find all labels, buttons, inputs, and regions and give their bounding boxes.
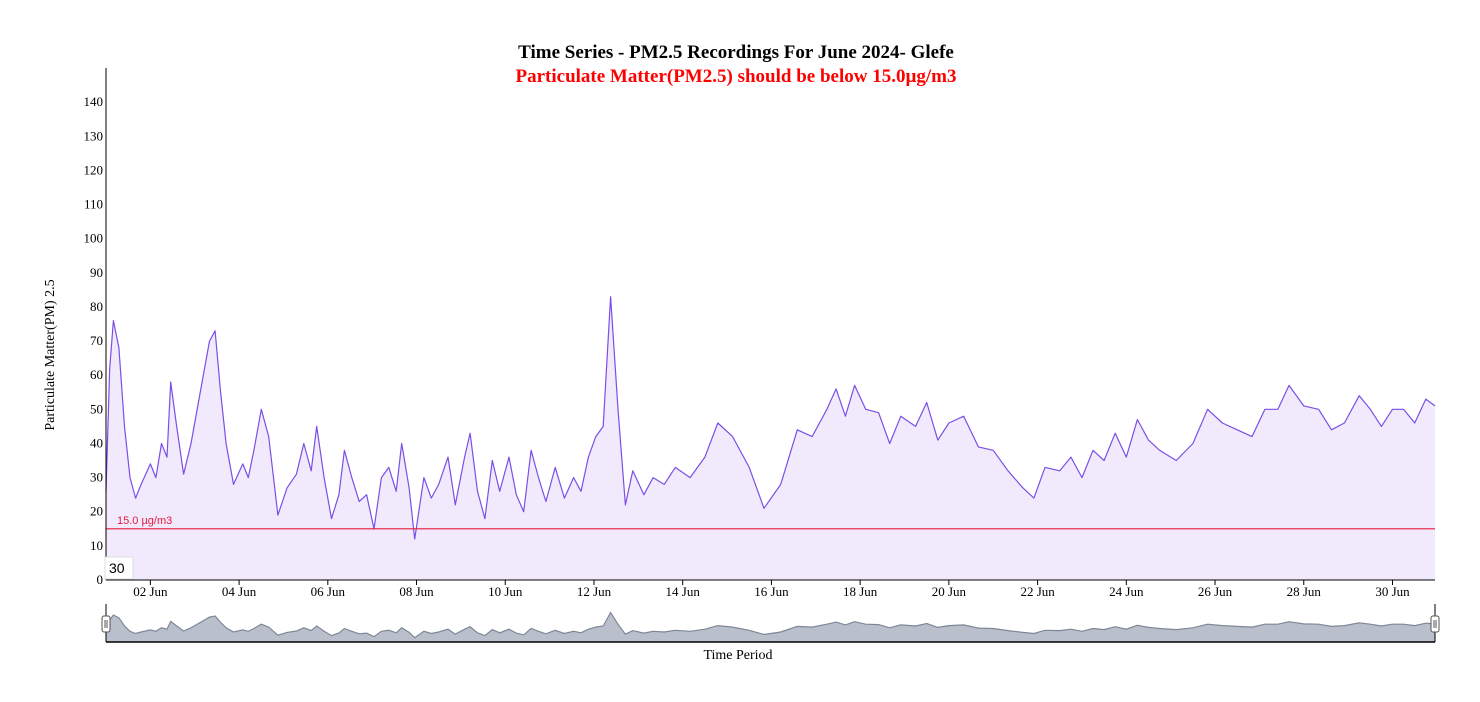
y-tick-label: 130 <box>84 128 104 143</box>
y-tick-label: 100 <box>84 231 104 246</box>
x-ticks: 02 Jun 04 Jun 06 Jun 08 Jun 10 Jun 12 Jun 14 J… <box>133 580 1410 599</box>
hover-value-box: 30 <box>104 556 134 580</box>
x-tick-label: 16 Jun <box>754 584 789 599</box>
navigator-series <box>105 611 1436 642</box>
navigator-right-handle[interactable] <box>1430 615 1440 633</box>
x-tick-label: 22 Jun <box>1020 584 1055 599</box>
x-axis-label: Time Period <box>703 648 772 663</box>
x-tick-label: 18 Jun <box>843 584 878 599</box>
y-tick-label: 20 <box>90 504 103 519</box>
x-tick-label: 12 Jun <box>577 584 612 599</box>
y-tick-label: 30 <box>90 470 103 485</box>
y-tick-label: 40 <box>90 435 103 450</box>
y-tick-label: 0 <box>97 572 104 587</box>
threshold-layer: 15.0 µg/m3 <box>106 515 1435 530</box>
x-tick-label: 04 Jun <box>222 584 257 599</box>
y-tick-label: 60 <box>90 367 103 382</box>
hover-value-text: 30 <box>109 560 125 576</box>
y-axis-label: Particulate Matter(PM) 2.5 <box>43 279 58 430</box>
range-navigator[interactable] <box>101 604 1440 643</box>
x-tick-label: 30 Jun <box>1375 584 1410 599</box>
x-tick-label: 20 Jun <box>932 584 967 599</box>
y-tick-label: 120 <box>84 162 104 177</box>
navigator-left-handle[interactable] <box>101 615 111 633</box>
y-tick-label: 10 <box>90 538 103 553</box>
series-line <box>105 296 1436 540</box>
series-layer <box>105 296 1436 580</box>
x-tick-label: 10 Jun <box>488 584 523 599</box>
threshold-label: 15.0 µg/m3 <box>117 515 172 527</box>
y-tick-label: 140 <box>84 94 104 109</box>
chart-title: Time Series - PM2.5 Recordings For June … <box>518 42 954 63</box>
x-tick-label: 02 Jun <box>133 584 168 599</box>
y-tick-label: 50 <box>90 401 103 416</box>
x-tick-label: 14 Jun <box>666 584 701 599</box>
y-ticks: 0 10 20 30 40 50 60 70 80 90 100 110 120 130 140 <box>84 94 104 587</box>
chart-subtitle: Particulate Matter(PM2.5) should be belo… <box>515 66 956 87</box>
y-tick-label: 70 <box>90 333 103 348</box>
y-tick-label: 110 <box>84 197 103 212</box>
x-tick-label: 08 Jun <box>399 584 434 599</box>
x-tick-label: 26 Jun <box>1198 584 1233 599</box>
y-tick-label: 80 <box>90 299 103 314</box>
navigator-line <box>105 611 1436 639</box>
y-tick-label: 90 <box>90 265 103 280</box>
series-area <box>106 296 1435 580</box>
x-tick-label: 06 Jun <box>311 584 346 599</box>
x-tick-label: 24 Jun <box>1109 584 1144 599</box>
navigator-area <box>106 612 1435 642</box>
x-tick-label: 28 Jun <box>1287 584 1322 599</box>
